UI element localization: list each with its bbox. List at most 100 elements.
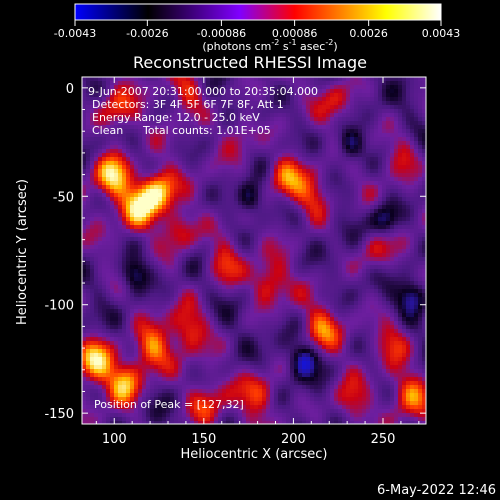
heatmap-cell (150, 121, 155, 126)
heatmap-cell (214, 277, 219, 282)
heatmap-cell (342, 261, 347, 266)
heatmap-cell (254, 269, 259, 274)
heatmap-cell (210, 157, 215, 162)
heatmap-cell (394, 257, 399, 262)
heatmap-cell (154, 177, 159, 182)
heatmap-cell (266, 149, 271, 154)
heatmap-cell (206, 217, 211, 222)
heatmap-cell (426, 213, 431, 218)
heatmap-cell (386, 77, 391, 82)
heatmap-cell (242, 113, 247, 118)
heatmap-cell (294, 229, 299, 234)
heatmap-cell (170, 165, 175, 170)
heatmap-cell (94, 249, 99, 254)
heatmap-cell (222, 165, 227, 170)
heatmap-cell (174, 221, 179, 226)
heatmap-cell (298, 109, 303, 114)
heatmap-cell (242, 137, 247, 142)
heatmap-cell (190, 217, 195, 222)
heatmap-cell (282, 209, 287, 214)
heatmap-cell (106, 293, 111, 298)
heatmap-cell (202, 221, 207, 226)
heatmap-cell (242, 157, 247, 162)
heatmap-cell (426, 97, 431, 102)
heatmap-cell (242, 145, 247, 150)
heatmap-cell (326, 113, 331, 118)
heatmap-cell (334, 165, 339, 170)
heatmap-cell (422, 281, 426, 286)
heatmap-cell (142, 209, 147, 214)
heatmap-cell (322, 297, 327, 302)
heatmap-cell (410, 277, 415, 282)
heatmap-cell (134, 121, 139, 126)
heatmap-cell (90, 157, 95, 162)
heatmap-cell (210, 181, 215, 186)
heatmap-cell (238, 133, 243, 138)
heatmap-cell (294, 217, 299, 222)
heatmap-cell (186, 217, 191, 222)
heatmap-cell (106, 285, 111, 290)
heatmap-cell (418, 125, 423, 130)
heatmap-cell (394, 129, 399, 134)
heatmap-cell (118, 265, 123, 270)
heatmap-cell (394, 89, 399, 94)
heatmap-cell (170, 89, 175, 94)
heatmap-cell (426, 273, 431, 278)
heatmap-cell (174, 269, 179, 274)
heatmap-cell (106, 109, 111, 114)
heatmap-cell (306, 133, 311, 138)
heatmap-cell (318, 277, 323, 282)
heatmap-cell (390, 249, 395, 254)
heatmap-cell (334, 301, 339, 306)
heatmap-cell (178, 133, 183, 138)
heatmap-cell (346, 213, 351, 218)
heatmap-cell (354, 189, 359, 194)
heatmap-cell (334, 105, 339, 110)
heatmap-cell (410, 213, 415, 218)
heatmap-cell (142, 125, 147, 130)
heatmap-cell (158, 221, 163, 226)
heatmap-cell (154, 149, 159, 154)
heatmap-cell (342, 193, 347, 198)
heatmap-cell (278, 193, 283, 198)
heatmap-cell (158, 277, 163, 282)
heatmap-cell (210, 153, 215, 158)
heatmap-cell (362, 161, 367, 166)
heatmap-cell (302, 101, 307, 106)
heatmap-cell (390, 229, 395, 234)
heatmap-cell (214, 133, 219, 138)
heatmap-cell (318, 133, 323, 138)
heatmap-cell (106, 305, 111, 310)
heatmap-cell (138, 289, 143, 294)
heatmap-cell (106, 249, 111, 254)
heatmap-cell (294, 301, 299, 306)
heatmap-cell (246, 205, 251, 210)
heatmap-cell (334, 205, 339, 210)
heatmap-cell (150, 85, 155, 90)
heatmap-cell (298, 237, 303, 242)
heatmap-cell (258, 225, 263, 230)
heatmap-cell (302, 217, 307, 222)
heatmap-cell (110, 185, 115, 190)
heatmap-cell (202, 205, 207, 210)
heatmap-cell (322, 149, 327, 154)
heatmap-cell (366, 289, 371, 294)
heatmap-cell (286, 233, 291, 238)
heatmap-cell (238, 289, 243, 294)
heatmap-cell (402, 273, 407, 278)
heatmap-cell (270, 293, 275, 298)
heatmap-cell (370, 273, 375, 278)
heatmap-cell (322, 273, 327, 278)
heatmap-cell (266, 265, 271, 270)
heatmap-cell (218, 117, 223, 122)
heatmap-cell (106, 245, 111, 250)
heatmap-cell (338, 209, 343, 214)
heatmap-cell (270, 289, 275, 294)
heatmap-cell (334, 241, 339, 246)
heatmap-cell (338, 137, 343, 142)
heatmap-cell (314, 173, 319, 178)
heatmap-cell (370, 189, 375, 194)
heatmap-cell (242, 125, 247, 130)
heatmap-cell (282, 277, 287, 282)
heatmap-cell (214, 157, 219, 162)
